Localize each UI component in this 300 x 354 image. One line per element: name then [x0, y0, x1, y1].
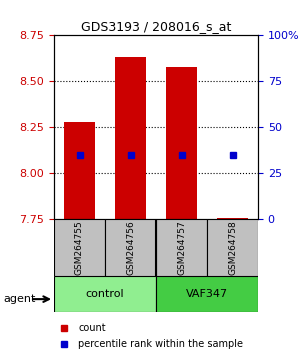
Title: GDS3193 / 208016_s_at: GDS3193 / 208016_s_at	[81, 20, 231, 33]
FancyBboxPatch shape	[105, 219, 156, 276]
FancyBboxPatch shape	[207, 219, 258, 276]
Text: percentile rank within the sample: percentile rank within the sample	[79, 339, 244, 349]
FancyBboxPatch shape	[156, 219, 207, 276]
FancyBboxPatch shape	[156, 276, 258, 312]
Text: control: control	[86, 289, 124, 299]
Text: GSM264758: GSM264758	[228, 221, 237, 275]
Text: count: count	[79, 323, 106, 333]
Text: agent: agent	[3, 294, 35, 304]
FancyBboxPatch shape	[54, 219, 105, 276]
FancyBboxPatch shape	[54, 276, 156, 312]
Bar	[64, 122, 95, 219]
Text: GSM264755: GSM264755	[75, 221, 84, 275]
Bar	[217, 218, 248, 219]
Text: GSM264756: GSM264756	[126, 221, 135, 275]
Text: GSM264757: GSM264757	[177, 221, 186, 275]
Bar	[166, 67, 197, 219]
Text: VAF347: VAF347	[186, 289, 228, 299]
Bar	[115, 57, 146, 219]
